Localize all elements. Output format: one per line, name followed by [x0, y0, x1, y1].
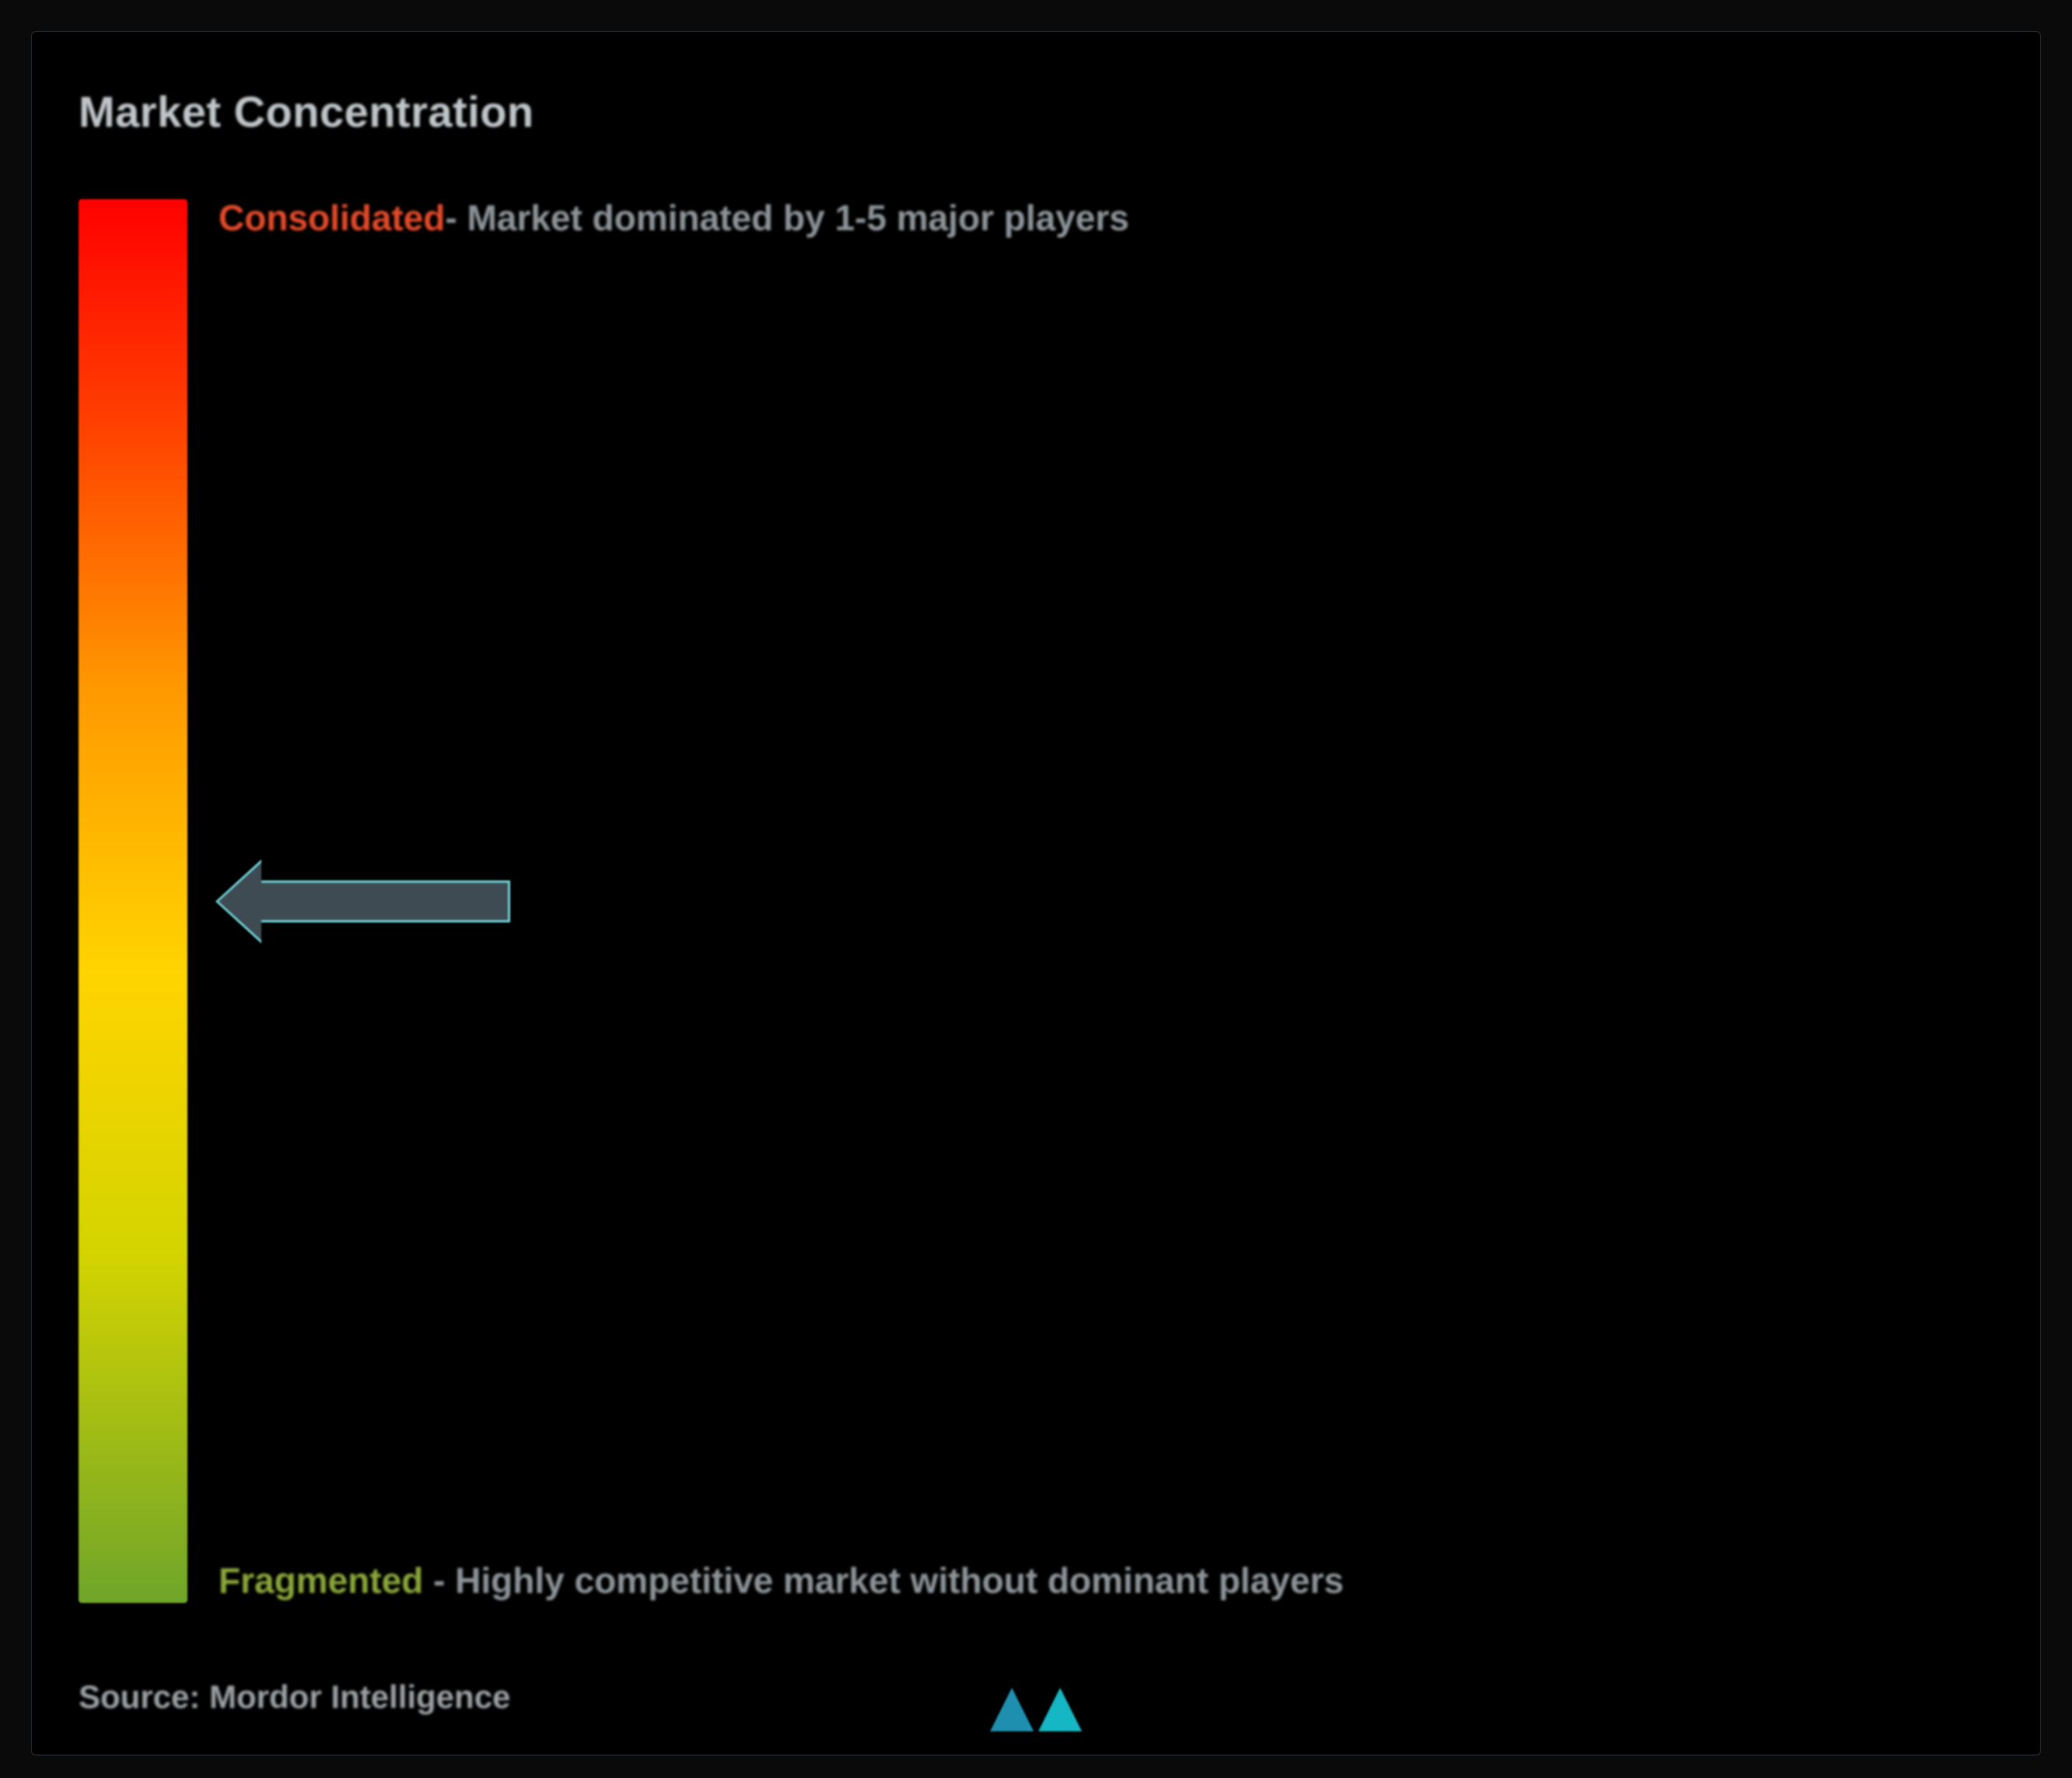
source-attribution: Source: Mordor Intelligence: [79, 1678, 510, 1716]
position-indicator-arrow: [219, 874, 510, 929]
card-title: Market Concentration: [79, 86, 1993, 137]
consolidated-label: Consolidated- Market dominated by 1-5 ma…: [219, 191, 1962, 245]
card-content: Consolidated- Market dominated by 1-5 ma…: [79, 191, 1993, 1611]
logo-triangle-1: [990, 1688, 1034, 1731]
mordor-logo-icon: [990, 1688, 1082, 1731]
arrow-left-icon: [219, 863, 261, 940]
consolidated-strong: Consolidated: [219, 198, 445, 238]
market-concentration-card: Market Concentration Consolidated- Marke…: [31, 31, 2041, 1755]
fragmented-label: Fragmented - Highly competitive market w…: [219, 1550, 1962, 1611]
concentration-gradient-bar: [79, 199, 187, 1603]
arrow-shaft: [261, 880, 510, 922]
gradient-bar-column: [79, 191, 187, 1611]
consolidated-desc: - Market dominated by 1-5 major players: [445, 198, 1129, 238]
fragmented-desc: - Highly competitive market without domi…: [423, 1560, 1343, 1601]
fragmented-strong: Fragmented: [219, 1560, 423, 1601]
logo-triangle-2: [1038, 1688, 1082, 1731]
labels-column: Consolidated- Market dominated by 1-5 ma…: [219, 191, 1993, 1611]
